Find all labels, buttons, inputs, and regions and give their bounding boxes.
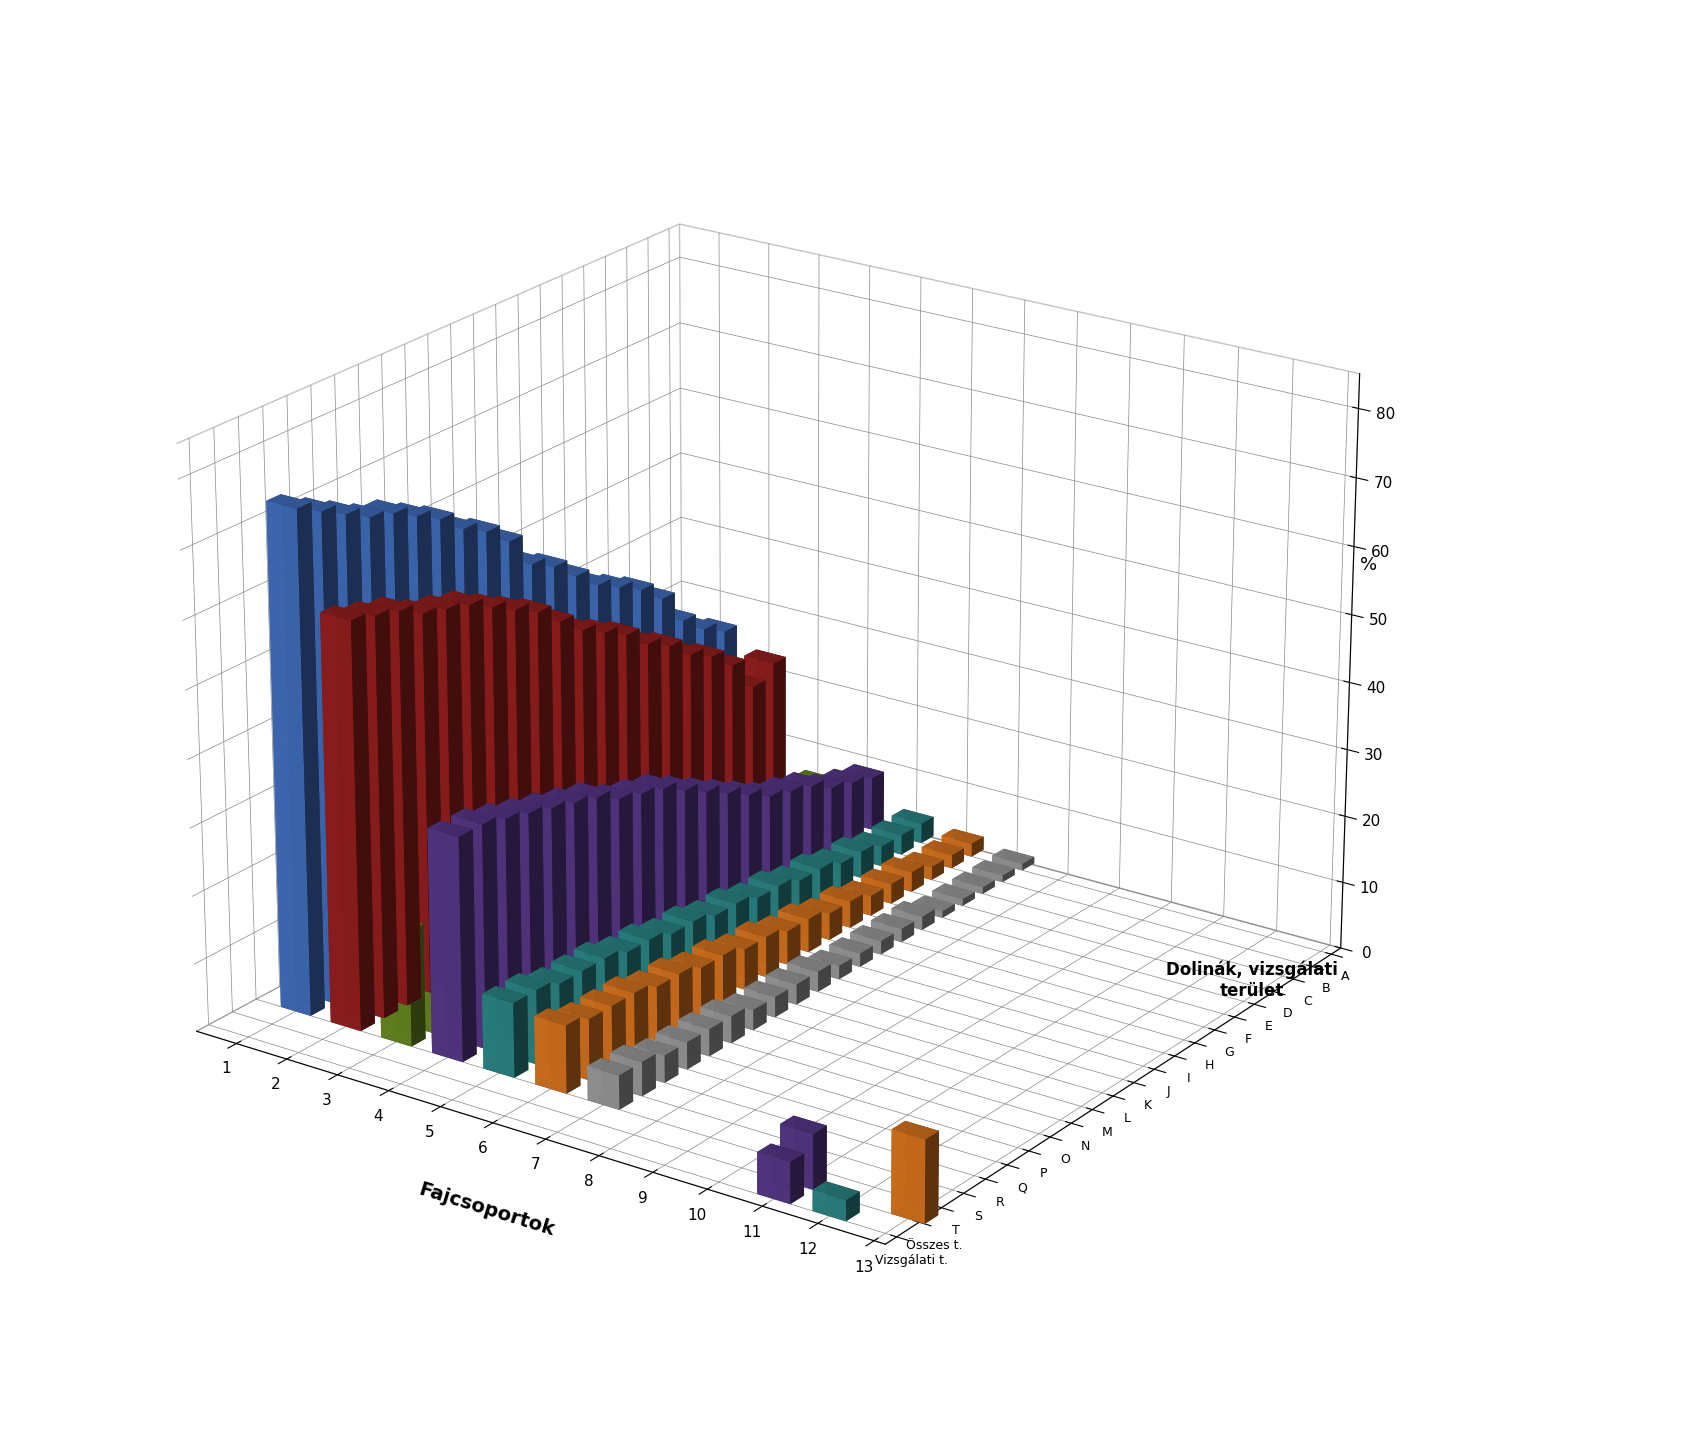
Text: %: %	[1361, 557, 1377, 574]
Text: Dolinák, vizsgálati
terület: Dolinák, vizsgálati terület	[1167, 960, 1337, 1001]
X-axis label: Fajcsoportok: Fajcsoportok	[416, 1180, 556, 1239]
